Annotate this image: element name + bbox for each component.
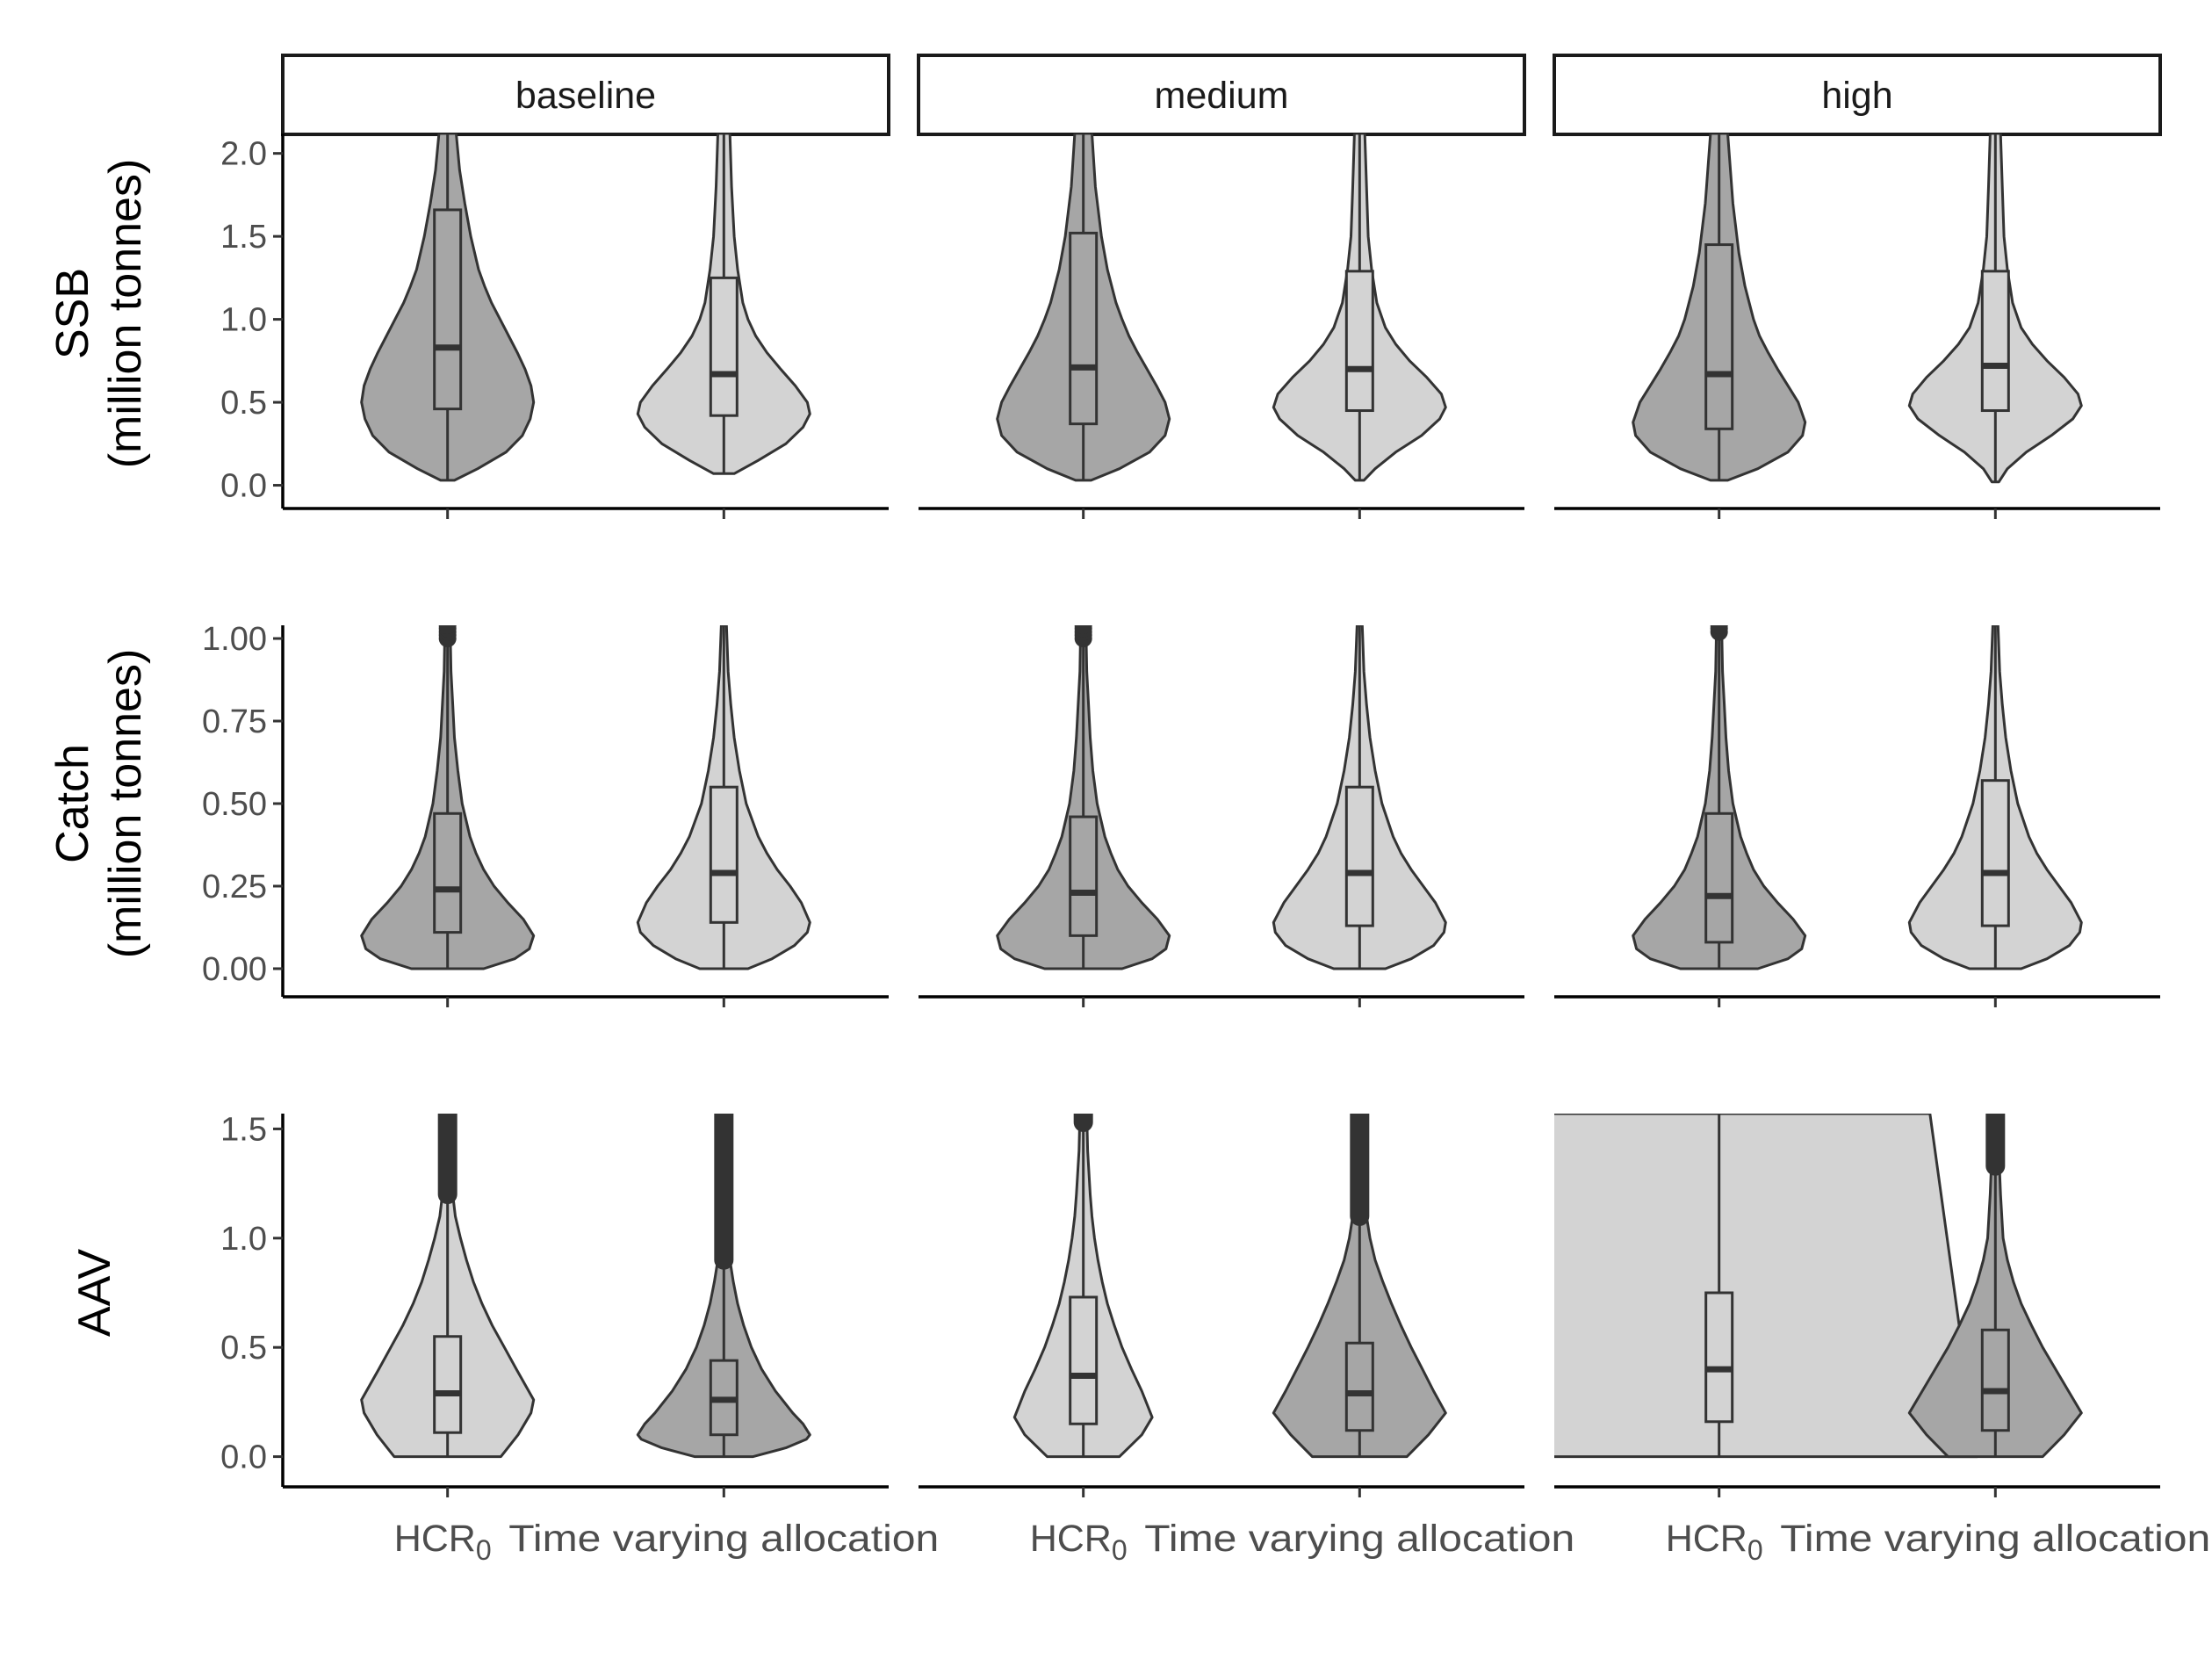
facet-strip-baseline — [281, 54, 890, 136]
iqr-box — [1980, 270, 2010, 413]
panel-catch-high — [1554, 625, 2160, 1007]
row-label-1: Catch(million tonnes) — [47, 649, 151, 959]
x-tick-label-time-varying: Time varying allocation — [1780, 1518, 2210, 1560]
iqr-box — [1980, 779, 2010, 927]
panel-ssb-high — [1554, 133, 2160, 519]
panel-ssb-baseline: 0.0 0.5 1.0 1.5 2.0 — [220, 133, 889, 519]
row-label-0: SSB(million tonnes) — [47, 159, 151, 469]
panel-layer: 0.00.51.01.52.00.000.250.500.751.000.00.… — [202, 133, 2210, 1566]
iqr-box — [1704, 243, 1734, 430]
iqr-box — [709, 785, 739, 924]
iqr-box — [1069, 231, 1099, 426]
row-label-main: Catch — [47, 744, 98, 863]
outlier-point — [1710, 625, 1728, 634]
panel-catch-medium — [919, 625, 1524, 1007]
facet-strip-medium — [917, 54, 1526, 136]
y-tick-label: 1.0 — [220, 1221, 267, 1258]
facet-label-medium: medium — [1155, 75, 1289, 117]
y-tick-label: 1.5 — [220, 219, 267, 256]
outlier-point — [438, 625, 457, 634]
panel-catch-baseline: 0.00 0.25 0.50 0.75 1.00 — [202, 621, 889, 1007]
y-tick-label: 0.75 — [202, 703, 267, 740]
iqr-box — [433, 811, 463, 934]
panel-aav-medium: HCR0 Time varying allocation — [919, 1114, 1574, 1566]
x-tick-label-time-varying: Time varying allocation — [508, 1518, 939, 1560]
iqr-box — [1704, 811, 1734, 944]
y-tick-label: 1.00 — [202, 621, 267, 658]
y-tick-label: 0.00 — [202, 951, 267, 988]
facet-strip-high — [1553, 54, 2162, 136]
y-tick-label: 0.0 — [220, 1439, 267, 1476]
facet-strip-layer: baseline medium high — [281, 54, 2162, 136]
panel-aav-high: HCR0 Time varying allocation — [1554, 1114, 2210, 1566]
x-tick-label-hcr0: HCR0 — [1666, 1518, 1763, 1566]
row-label-2: AAV — [69, 1249, 120, 1338]
row-label-sub: (million tonnes) — [100, 649, 151, 959]
iqr-box — [1980, 1328, 2010, 1432]
y-tick-label: 0.0 — [220, 468, 267, 505]
x-tick-label-hcr0: HCR0 — [1030, 1518, 1128, 1566]
iqr-box — [433, 1335, 463, 1434]
y-tick-label: 2.0 — [220, 136, 267, 173]
row-label-main: SSB — [47, 268, 98, 359]
y-tick-label: 0.50 — [202, 786, 267, 823]
iqr-box — [709, 276, 739, 417]
x-tick-label-hcr0: HCR0 — [394, 1518, 492, 1566]
row-label-layer: SSB(million tonnes)Catch(million tonnes)… — [47, 159, 151, 1337]
y-tick-label: 0.5 — [220, 1330, 267, 1367]
y-tick-label: 0.5 — [220, 385, 267, 422]
outlier-point — [1074, 625, 1092, 634]
row-label-sub: (million tonnes) — [100, 159, 151, 469]
x-tick-label-time-varying: Time varying allocation — [1144, 1518, 1574, 1560]
iqr-box — [1704, 1291, 1734, 1424]
iqr-box — [433, 208, 463, 411]
panel-ssb-medium — [919, 133, 1524, 519]
iqr-box — [1344, 785, 1374, 927]
iqr-box — [1069, 815, 1099, 937]
facet-label-high: high — [1821, 75, 1892, 117]
facet-label-baseline: baseline — [515, 75, 656, 117]
y-tick-label: 1.5 — [220, 1111, 267, 1148]
panel-aav-baseline: 0.0 0.5 1.0 1.5 HCR0 Time varying allocation — [220, 1111, 939, 1566]
iqr-box — [1344, 270, 1374, 413]
violin-high-hcr0 — [1554, 1114, 1979, 1459]
iqr-box — [1069, 1295, 1099, 1425]
y-tick-label: 0.25 — [202, 869, 267, 905]
y-tick-label: 1.0 — [220, 302, 267, 339]
iqr-box — [1344, 1341, 1374, 1432]
